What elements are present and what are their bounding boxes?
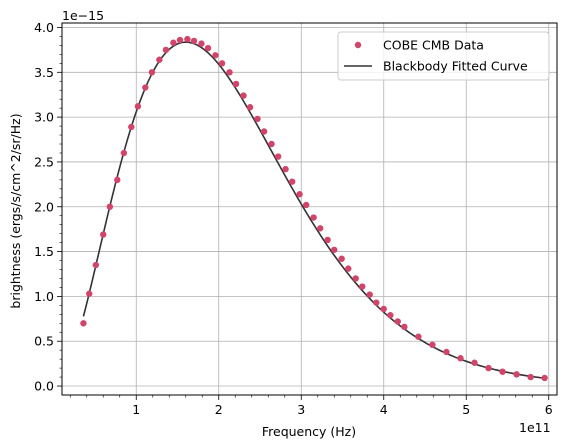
data-point <box>338 255 345 262</box>
data-point <box>373 299 380 306</box>
data-point <box>471 359 478 366</box>
y-offset-label: 1e−15 <box>62 8 104 23</box>
legend-marker-cobe <box>354 41 362 49</box>
data-points-layer <box>80 35 548 382</box>
data-point <box>380 305 387 313</box>
data-point <box>190 37 198 45</box>
data-point <box>317 225 324 232</box>
x-axis-label: Frequency (Hz) <box>262 424 356 439</box>
plot-area-frame <box>61 22 558 396</box>
data-point <box>324 236 331 244</box>
data-point <box>387 312 394 319</box>
data-point <box>282 165 289 173</box>
blackbody-fitted-curve <box>82 41 545 380</box>
y-tick-label: 4.0 <box>34 20 54 35</box>
ticks: 1 2 3 4 5 6 0.0 0.5 1.0 1.5 2.0 2.5 3.0 3.5 4.0 <box>34 20 553 417</box>
data-point <box>86 290 93 297</box>
data-point <box>162 46 170 54</box>
x-tick-label: 6 <box>545 402 553 417</box>
data-point <box>527 373 534 381</box>
data-point <box>156 56 163 63</box>
data-point <box>226 69 233 76</box>
data-point <box>415 333 422 340</box>
y-tick-label: 3.0 <box>34 110 54 125</box>
data-point <box>288 178 296 185</box>
data-point <box>184 35 191 43</box>
data-point <box>100 231 107 238</box>
data-point <box>443 348 450 356</box>
data-point <box>170 39 177 46</box>
data-point <box>246 104 254 111</box>
data-point <box>260 128 268 135</box>
data-point <box>401 323 408 331</box>
x-tick-label: 1 <box>132 402 140 417</box>
data-point <box>120 149 128 157</box>
y-tick-label: 2.5 <box>34 154 54 169</box>
data-point <box>92 261 100 269</box>
data-point <box>274 153 282 160</box>
data-point <box>106 203 114 210</box>
data-point <box>345 265 352 272</box>
data-point <box>296 191 303 198</box>
data-point <box>359 283 366 290</box>
y-tick-label: 2.0 <box>34 199 54 214</box>
data-point <box>128 123 135 131</box>
data-point <box>218 60 226 67</box>
y-tick-label: 0.5 <box>34 334 54 349</box>
data-point <box>366 291 373 298</box>
data-point <box>457 355 464 362</box>
data-point <box>268 140 275 148</box>
fitted-curve-layer <box>82 41 545 380</box>
x-offset-label: 1e11 <box>519 420 551 435</box>
data-point <box>212 52 219 59</box>
data-point <box>310 214 317 221</box>
data-point <box>303 201 310 209</box>
y-axis-label: brightness (ergs/s/cm^2/sr/Hz) <box>8 113 23 308</box>
data-point <box>429 341 436 348</box>
data-point <box>513 371 520 378</box>
legend-label-blackbody: Blackbody Fitted Curve <box>383 59 528 74</box>
data-point <box>232 80 240 88</box>
data-point <box>204 44 212 52</box>
data-point <box>176 36 184 44</box>
legend-box <box>337 31 550 81</box>
data-point <box>240 92 247 99</box>
data-point <box>148 69 156 76</box>
data-point <box>142 84 149 91</box>
data-point <box>499 368 506 375</box>
y-tick-label: 0.0 <box>34 379 54 394</box>
data-point <box>394 318 401 325</box>
data-point <box>541 374 548 382</box>
data-point <box>114 176 121 184</box>
data-point <box>80 320 87 327</box>
legend: COBE CMB Data Blackbody Fitted Curve <box>337 31 550 81</box>
data-point <box>485 364 492 372</box>
y-tick-label: 3.5 <box>34 65 54 80</box>
data-point <box>198 40 205 47</box>
data-point <box>254 115 261 123</box>
x-tick-label: 2 <box>215 402 223 417</box>
data-point <box>134 103 142 110</box>
x-tick-label: 3 <box>297 402 305 417</box>
legend-label-cobe: COBE CMB Data <box>383 38 484 53</box>
x-tick-label: 4 <box>380 402 388 417</box>
y-tick-label: 1.0 <box>34 289 54 304</box>
data-point <box>331 246 338 253</box>
data-point <box>352 275 359 282</box>
y-tick-label: 1.5 <box>34 244 54 259</box>
x-tick-label: 5 <box>462 402 470 417</box>
